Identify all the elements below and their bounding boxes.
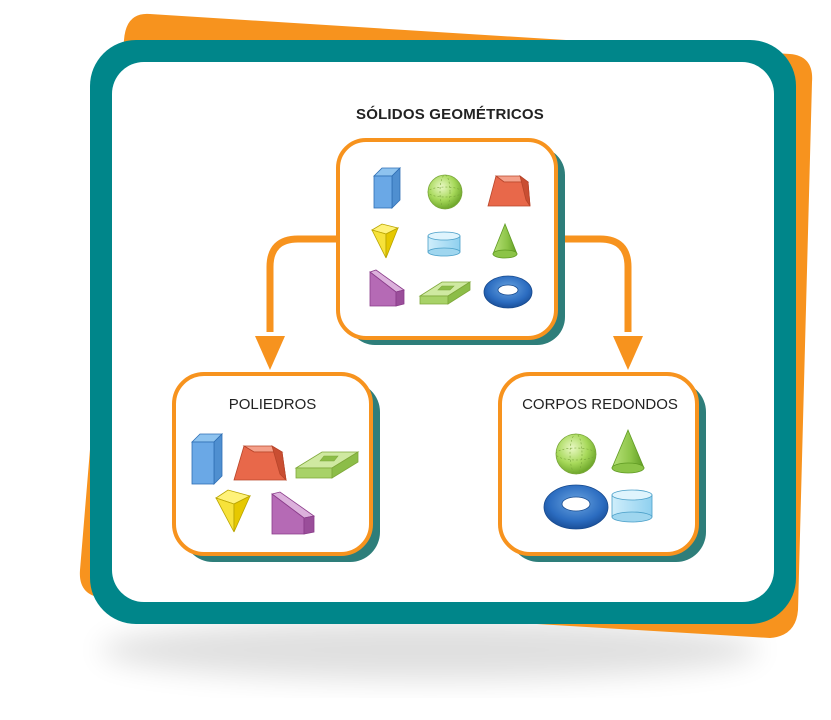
- purple-wedge-icon: [369, 269, 405, 307]
- red-frustum-icon: [233, 445, 287, 482]
- blue-torus-icon: [483, 275, 533, 309]
- poliedros-label: POLIEDROS: [228, 396, 317, 413]
- green-sphere-icon: [555, 433, 597, 475]
- yellow-pyramid-icon: [371, 223, 400, 259]
- green-slab-icon: [294, 451, 360, 479]
- purple-wedge-icon: [271, 491, 315, 535]
- green-cone-icon: [492, 222, 518, 259]
- blue-cylinder-icon: [611, 489, 653, 523]
- blue-prism-icon: [373, 167, 401, 209]
- blue-prism-icon: [191, 433, 223, 485]
- corpos-redondos-label: CORPOS REDONDOS: [522, 396, 678, 413]
- connector-right: [558, 235, 643, 370]
- green-slab-icon: [418, 281, 472, 305]
- green-sphere-icon: [427, 174, 463, 210]
- connector-left: [255, 235, 342, 370]
- green-cone-icon: [611, 428, 645, 474]
- blue-cylinder-icon: [427, 231, 461, 257]
- diagram-title: SÓLIDOS GEOMÉTRICOS: [356, 106, 544, 123]
- blue-torus-icon: [543, 484, 609, 530]
- card-shadow: [100, 620, 760, 680]
- yellow-pyramid-icon: [215, 489, 252, 533]
- red-frustum-icon: [487, 175, 531, 207]
